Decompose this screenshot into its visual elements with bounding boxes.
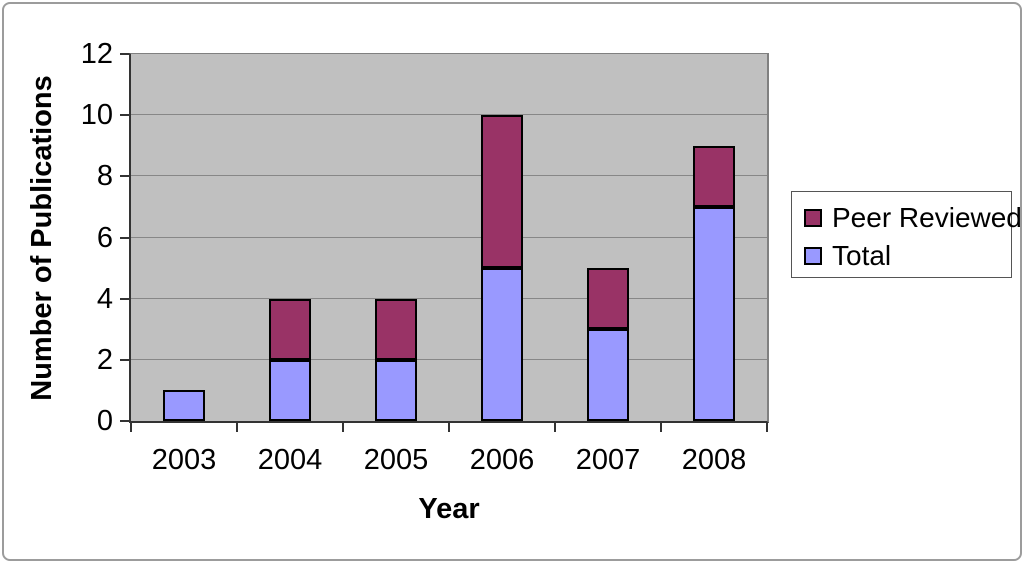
legend-label-total: Total [832, 240, 892, 271]
y-tick-label: 12 [80, 38, 113, 70]
x-tick-mark [342, 423, 344, 432]
legend-label-peer-reviewed: Peer Reviewed [832, 202, 1022, 233]
x-tick-label: 2007 [575, 444, 641, 476]
y-tick-label: 4 [96, 282, 113, 315]
bar-segment-peer-reviewed-2006 [481, 115, 523, 269]
bar-segment-total-2006 [481, 268, 523, 421]
y-tick-label: 10 [80, 99, 113, 132]
y-tick-mark [120, 297, 129, 300]
bar-segment-total-2004 [269, 359, 311, 421]
x-tick-mark [766, 423, 768, 432]
x-tick-label: 2006 [469, 444, 535, 476]
bar-segment-total-2007 [587, 329, 629, 421]
bar-segment-peer-reviewed-2005 [375, 298, 417, 360]
x-tick-label: 2005 [363, 444, 429, 476]
y-tick-label: 0 [96, 405, 113, 437]
x-tick-label: 2004 [257, 444, 323, 476]
gridline [131, 236, 767, 238]
bar-segment-peer-reviewed-2004 [269, 298, 311, 360]
y-tick-mark [120, 53, 129, 55]
y-tick-mark [120, 114, 129, 117]
bar-segment-peer-reviewed-2007 [587, 268, 629, 330]
y-tick-label: 6 [96, 221, 113, 254]
bar-segment-total-2008 [693, 206, 735, 421]
x-axis-title: Year [418, 493, 480, 525]
gridline [131, 175, 767, 177]
y-tick-mark [120, 420, 129, 422]
legend: Peer Reviewed Total [791, 191, 1022, 278]
plot-area: 0 2 4 6 8 10 12 2003 2004 2005 2006 2007 2008 [81, 38, 769, 476]
x-tick-mark [130, 423, 132, 432]
y-tick-mark [120, 358, 129, 361]
x-tick-mark [660, 423, 662, 432]
y-tick-label: 8 [96, 160, 113, 193]
y-tick-label: 2 [96, 343, 113, 376]
gridline [131, 297, 767, 299]
bar-segment-peer-reviewed-2008 [693, 145, 735, 207]
gridline [131, 358, 767, 360]
x-tick-mark [448, 423, 450, 432]
legend-swatch-total-icon [804, 247, 822, 265]
x-tick-label: 2008 [681, 444, 747, 476]
bar-segment-total-2003 [163, 390, 205, 421]
legend-item-peer-reviewed: Peer Reviewed [804, 199, 1022, 237]
x-tick-mark [554, 423, 556, 432]
bar-segment-total-2005 [375, 359, 417, 421]
y-axis-title: Number of Publications [26, 75, 58, 401]
y-tick-mark [120, 236, 129, 239]
x-tick-label: 2003 [151, 444, 217, 476]
legend-item-total: Total [804, 237, 1011, 275]
legend-swatch-peer-reviewed-icon [804, 209, 822, 227]
y-tick-mark [120, 175, 129, 178]
gridline [131, 114, 767, 116]
x-tick-mark [236, 423, 238, 432]
